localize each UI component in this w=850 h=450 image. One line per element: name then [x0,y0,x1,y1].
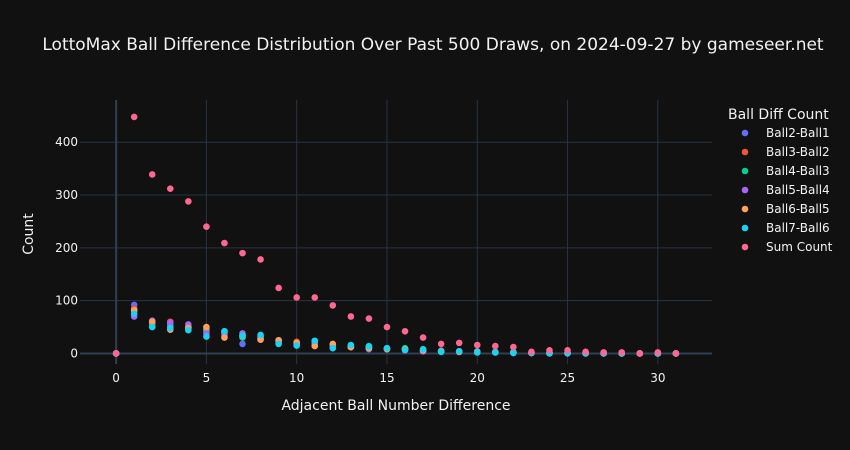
data-point [546,346,553,354]
x-tick-label: 5 [203,371,211,385]
legend-marker[interactable] [741,148,749,156]
data-point [329,344,337,352]
y-tick-label: 300 [55,188,78,202]
legend-marker[interactable] [741,129,749,137]
data-point [185,198,192,205]
series-sum-count [112,113,680,357]
data-point [275,340,282,348]
data-point [130,113,138,121]
x-tick-label: 10 [289,371,304,385]
data-point [473,341,481,349]
data-point [618,349,626,356]
legend-item-label[interactable]: Ball7-Ball6 [766,221,830,235]
data-point [221,239,228,247]
data-point [148,318,156,326]
data-point [383,323,391,331]
data-point [112,350,120,357]
y-tick-label: 200 [55,241,78,255]
x-axis-title: Adjacent Ball Number Difference [281,398,510,414]
x-tick-label: 15 [379,371,394,385]
x-tick-label: 25 [560,371,575,385]
data-point [166,319,174,327]
data-point [203,323,210,331]
data-point [365,343,373,350]
legend-item-label[interactable]: Ball4-Ball3 [766,164,830,178]
data-point [203,333,210,340]
data-point [148,323,156,331]
data-point [672,350,680,357]
data-point [311,342,319,350]
y-tick-label: 100 [55,294,78,308]
data-point [275,284,282,292]
data-point [636,350,644,357]
data-point [166,185,174,193]
data-point [148,171,156,178]
legend-item-label[interactable]: Sum Count [766,240,833,254]
data-point [419,345,427,353]
data-point [419,334,427,341]
data-point [311,337,319,345]
data-point [365,315,373,322]
legend-title: Ball Diff Count [728,107,829,123]
data-point [239,332,246,339]
data-point [347,341,355,349]
legend-item-label[interactable]: Ball5-Ball4 [766,183,830,197]
data-point [455,348,463,355]
data-point [437,340,445,348]
data-point [600,349,607,356]
legend-marker[interactable] [741,186,749,194]
data-point [221,334,228,341]
data-point [383,344,391,352]
legend-marker[interactable] [741,167,749,175]
legend: Ball Diff Count Ball2-Ball1 Ball3-Ball2 Ba… [728,107,833,254]
data-points [112,113,680,357]
data-point [257,331,264,339]
data-point [455,339,463,347]
chart-title: LottoMax Ball Difference Distribution Ov… [42,35,824,55]
data-point [654,349,662,356]
data-point [401,346,409,354]
data-point [311,294,319,301]
x-tick-label: 20 [470,371,485,385]
data-point [473,349,481,356]
data-point [293,294,300,301]
data-point [239,340,246,348]
y-axis-title: Count [21,213,37,255]
data-point [510,349,517,357]
data-point [437,348,445,356]
data-point [293,342,300,349]
data-point [564,346,571,354]
x-tick-label: 0 [112,371,120,385]
data-point [130,310,138,318]
data-point [528,348,535,356]
x-tick-label: 30 [650,371,665,385]
data-point [221,327,228,335]
y-tick-label: 400 [55,135,78,149]
data-point [347,313,355,320]
data-point [203,223,210,231]
data-point [492,342,499,350]
legend-marker[interactable] [741,205,749,213]
data-point [185,326,192,334]
data-point [257,336,264,344]
data-point [329,302,337,309]
legend-item-label[interactable]: Ball2-Ball1 [766,126,830,140]
legend-marker[interactable] [741,243,749,251]
legend-item-label[interactable]: Ball3-Ball2 [766,145,830,159]
data-point [401,327,409,335]
legend-marker[interactable] [741,224,749,232]
data-point [582,348,589,356]
data-point [492,349,499,356]
data-point [510,343,517,351]
y-tick-label: 0 [70,346,78,360]
legend-item-label[interactable]: Ball6-Ball5 [766,202,830,216]
data-point [257,256,264,263]
data-point [166,324,174,332]
data-point [239,249,246,257]
